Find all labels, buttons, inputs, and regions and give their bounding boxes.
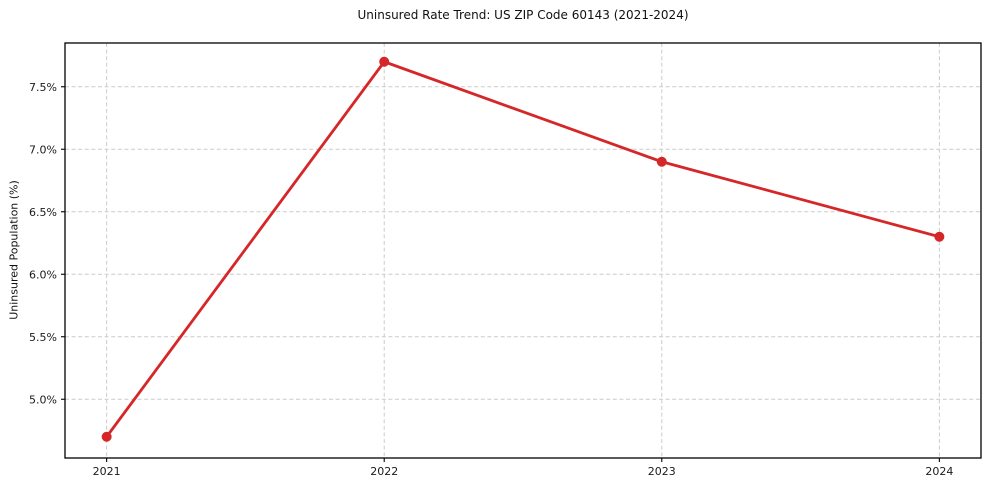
x-tick-label: 2024 xyxy=(925,465,953,478)
data-point xyxy=(656,156,667,167)
data-point xyxy=(101,431,112,442)
y-tick-label: 5.5% xyxy=(29,331,57,344)
y-tick-label: 5.0% xyxy=(29,393,57,406)
plot-border xyxy=(64,42,982,459)
x-tick-label: 2022 xyxy=(370,465,398,478)
x-tick-label: 2021 xyxy=(93,465,121,478)
y-tick-label: 6.5% xyxy=(29,206,57,219)
trend-line xyxy=(105,60,941,439)
data-point xyxy=(934,231,945,242)
y-tick-label: 7.0% xyxy=(29,143,57,156)
y-tick-label: 7.5% xyxy=(29,81,57,94)
chart-title: Uninsured Rate Trend: US ZIP Code 60143 … xyxy=(357,8,689,22)
data-point xyxy=(379,56,390,67)
x-tick-label: 2023 xyxy=(648,465,676,478)
y-tick-label: 6.0% xyxy=(29,268,57,281)
